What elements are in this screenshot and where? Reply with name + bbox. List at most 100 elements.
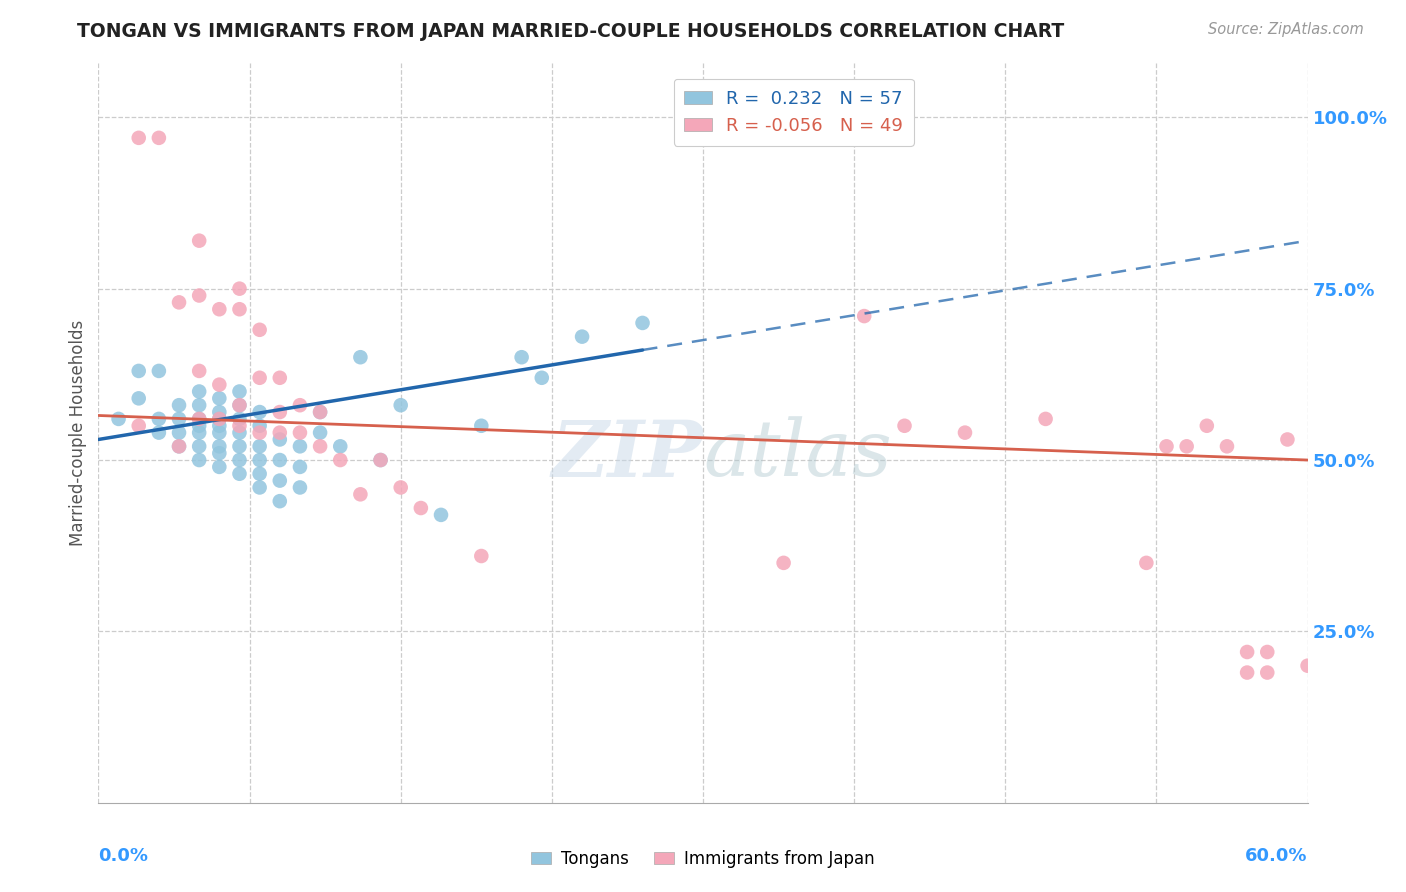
Point (188, 412, 211, 426)
Point (1236, 665, 1258, 680)
Point (128, 131, 150, 145)
Point (409, 501, 432, 516)
Point (228, 439, 250, 453)
Point (208, 392, 231, 406)
Point (430, 508, 453, 522)
Point (208, 446, 231, 460)
Point (167, 412, 190, 426)
Point (208, 412, 231, 426)
Point (1135, 556, 1157, 570)
Point (288, 425, 311, 440)
Point (208, 418, 231, 433)
Point (167, 295, 190, 310)
Point (893, 418, 915, 433)
Point (228, 398, 250, 412)
Point (631, 316, 654, 330)
Point (148, 425, 170, 440)
Point (269, 433, 291, 447)
Point (309, 439, 332, 453)
Point (188, 418, 211, 433)
Point (470, 549, 492, 563)
Point (249, 439, 271, 453)
Point (288, 480, 311, 494)
Point (188, 412, 211, 426)
Point (208, 405, 231, 419)
Y-axis label: Married-couple Households: Married-couple Households (69, 319, 87, 546)
Point (228, 398, 250, 412)
Point (1216, 439, 1239, 453)
Text: Source: ZipAtlas.com: Source: ZipAtlas.com (1208, 22, 1364, 37)
Point (208, 425, 231, 440)
Point (167, 439, 190, 453)
Point (269, 474, 291, 488)
Point (510, 350, 533, 364)
Point (370, 453, 392, 467)
Point (309, 425, 332, 440)
Legend: Tongans, Immigrants from Japan: Tongans, Immigrants from Japan (524, 844, 882, 875)
Point (128, 364, 150, 378)
Point (167, 398, 190, 412)
Point (269, 453, 291, 467)
Point (148, 364, 170, 378)
Point (167, 439, 190, 453)
Point (329, 439, 352, 453)
Point (188, 364, 211, 378)
Point (1256, 665, 1278, 680)
Point (470, 418, 492, 433)
Point (853, 309, 876, 323)
Point (228, 467, 250, 481)
Point (530, 371, 553, 385)
Point (249, 371, 271, 385)
Text: TONGAN VS IMMIGRANTS FROM JAPAN MARRIED-COUPLE HOUSEHOLDS CORRELATION CHART: TONGAN VS IMMIGRANTS FROM JAPAN MARRIED-… (77, 22, 1064, 41)
Point (1035, 412, 1057, 426)
Point (1256, 645, 1278, 659)
Point (288, 398, 311, 412)
Point (208, 377, 231, 392)
Point (309, 405, 332, 419)
Point (188, 439, 211, 453)
Point (249, 453, 271, 467)
Point (1277, 433, 1299, 447)
Point (107, 412, 129, 426)
Point (389, 480, 412, 494)
Point (128, 418, 150, 433)
Point (249, 425, 271, 440)
Legend: R =  0.232   N = 57, R = -0.056   N = 49: R = 0.232 N = 57, R = -0.056 N = 49 (673, 78, 914, 145)
Point (288, 459, 311, 474)
Point (188, 398, 211, 412)
Point (1236, 645, 1258, 659)
Point (167, 425, 190, 440)
Text: 0.0%: 0.0% (98, 847, 149, 865)
Point (309, 405, 332, 419)
Point (349, 487, 371, 501)
Point (269, 371, 291, 385)
Point (1175, 439, 1198, 453)
Point (208, 302, 231, 317)
Point (228, 282, 250, 296)
Point (772, 556, 794, 570)
Point (1296, 658, 1319, 673)
Point (249, 467, 271, 481)
Point (228, 418, 250, 433)
Point (1156, 439, 1178, 453)
Text: atlas: atlas (703, 417, 891, 493)
Point (128, 392, 150, 406)
Point (208, 412, 231, 426)
Point (188, 425, 211, 440)
Point (228, 453, 250, 467)
Point (249, 323, 271, 337)
Point (1195, 418, 1218, 433)
Text: 60.0%: 60.0% (1246, 847, 1308, 865)
Text: ZIP: ZIP (551, 417, 703, 493)
Point (148, 131, 170, 145)
Point (208, 459, 231, 474)
Point (228, 384, 250, 399)
Point (148, 412, 170, 426)
Point (249, 405, 271, 419)
Point (389, 398, 412, 412)
Point (793, 131, 815, 145)
Point (329, 453, 352, 467)
Point (571, 329, 593, 343)
Point (249, 480, 271, 494)
Point (288, 439, 311, 453)
